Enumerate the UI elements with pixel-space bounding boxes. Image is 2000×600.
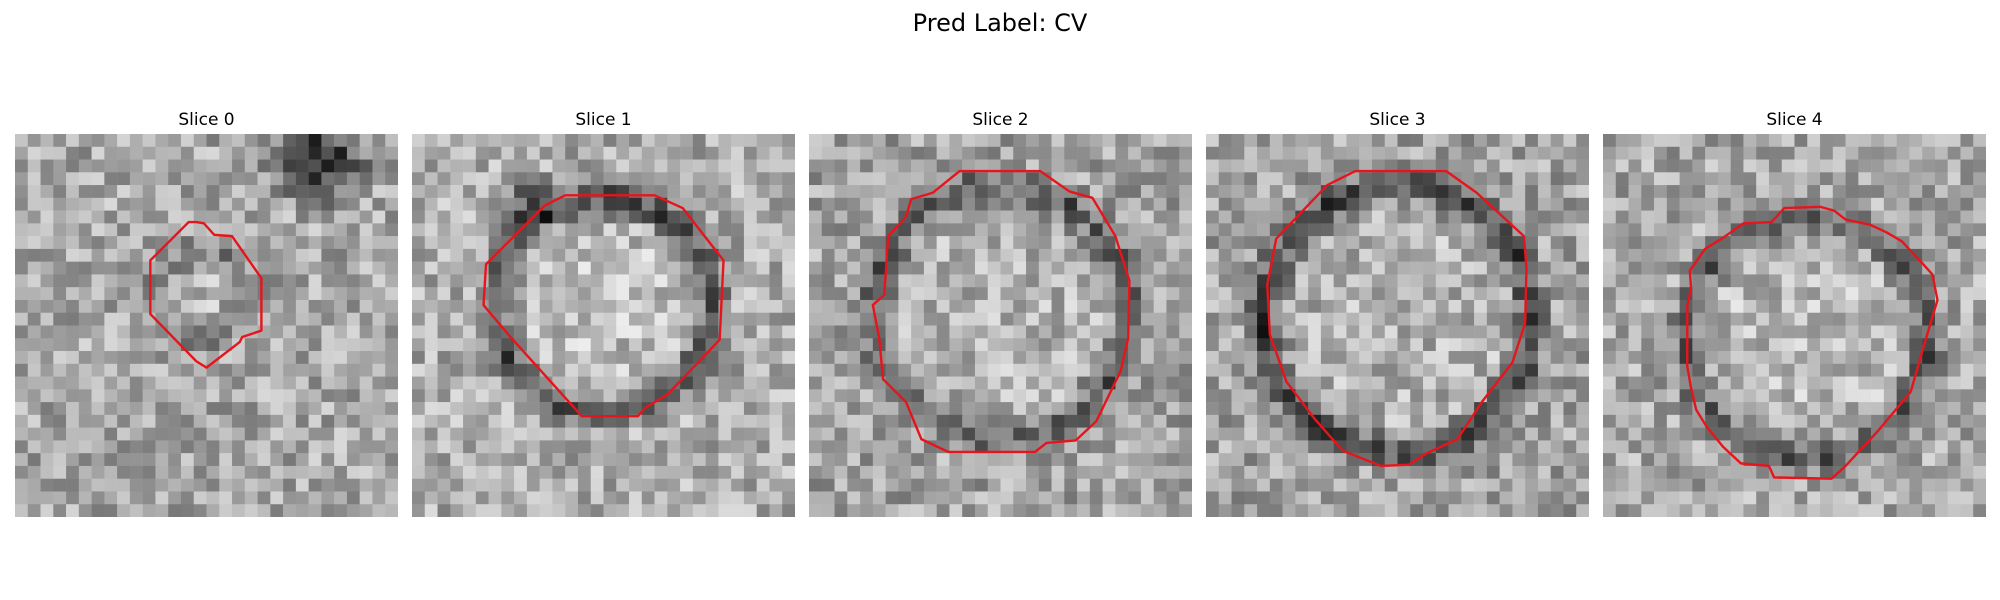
slice-panel-4: Slice 4 bbox=[1603, 108, 1986, 517]
slice-title-0: Slice 0 bbox=[178, 110, 235, 130]
contour-outline-1 bbox=[483, 195, 723, 416]
slice-panel-1: Slice 1 bbox=[412, 108, 795, 517]
contour-outline-0 bbox=[150, 222, 261, 368]
slice-panel-3: Slice 3 bbox=[1206, 108, 1589, 517]
slice-image-1 bbox=[412, 134, 795, 517]
slice-image-4 bbox=[1603, 134, 1986, 517]
contour-outline-2 bbox=[873, 171, 1130, 452]
slice-title-3: Slice 3 bbox=[1369, 110, 1426, 130]
slice-title-2: Slice 2 bbox=[972, 110, 1029, 130]
contour-outline-3 bbox=[1267, 171, 1526, 466]
slice-image-0 bbox=[15, 134, 398, 517]
figure-title: Pred Label: CV bbox=[912, 9, 1088, 37]
slice-image-2 bbox=[809, 134, 1192, 517]
slice-image-3 bbox=[1206, 134, 1589, 517]
slice-title-1: Slice 1 bbox=[575, 110, 632, 130]
contour-outline-4 bbox=[1687, 207, 1937, 479]
slice-panel-2: Slice 2 bbox=[809, 108, 1192, 517]
slice-panel-0: Slice 0 bbox=[15, 108, 398, 517]
slice-title-4: Slice 4 bbox=[1766, 110, 1823, 130]
